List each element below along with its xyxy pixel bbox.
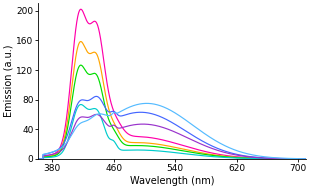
Y-axis label: Emission (a.u.): Emission (a.u.) xyxy=(3,45,13,117)
X-axis label: Wavelength (nm): Wavelength (nm) xyxy=(130,176,214,186)
